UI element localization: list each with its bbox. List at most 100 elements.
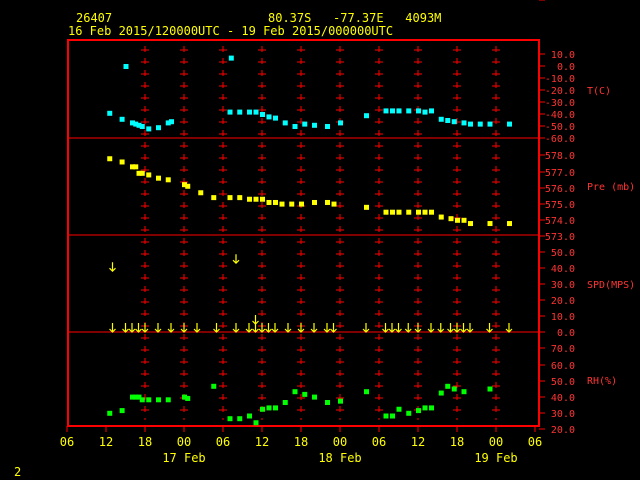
data-point	[211, 195, 217, 201]
data-point	[146, 397, 152, 403]
wind-arrow	[109, 262, 116, 273]
data-point	[273, 115, 278, 121]
data-point	[396, 406, 402, 412]
data-point	[266, 199, 272, 205]
wind-arrow	[167, 323, 175, 333]
data-point	[266, 114, 272, 120]
wind-arrow	[154, 323, 162, 333]
data-point	[302, 121, 308, 127]
data-point	[253, 196, 259, 202]
data-point	[165, 397, 171, 403]
data-point	[182, 394, 187, 400]
page-number: 2	[14, 465, 22, 479]
y-tick-label: 20.0	[551, 296, 575, 307]
data-point	[266, 405, 272, 411]
data-point	[406, 209, 412, 215]
data-point	[312, 199, 317, 205]
panel-label: SPD(MPS)	[587, 280, 635, 291]
data-point	[156, 125, 161, 131]
data-point	[247, 109, 252, 115]
data-point	[247, 196, 252, 202]
y-tick-label: 10.0	[551, 312, 575, 323]
wind-arrow	[213, 323, 220, 333]
x-tick-label: 18	[294, 435, 308, 449]
y-tick-label: 578.0	[545, 151, 575, 162]
wind-arrow	[486, 323, 493, 333]
y-tick-label: 10.0	[551, 0, 575, 3]
wind-arrow	[232, 254, 240, 265]
data-point	[390, 108, 395, 114]
data-point	[406, 108, 412, 114]
data-point	[312, 394, 317, 400]
wind-arrow	[284, 323, 292, 333]
data-point	[325, 400, 330, 405]
data-point	[487, 386, 493, 392]
data-point	[182, 182, 187, 188]
data-point	[383, 413, 389, 419]
y-tick-label: 30.0	[551, 409, 575, 420]
wind-arrow	[193, 323, 201, 333]
data-point	[130, 164, 135, 170]
y-tick-label: 576.0	[545, 184, 575, 195]
data-point	[136, 394, 142, 400]
panel-label: Pre (mb)	[587, 182, 635, 193]
wind-arrow	[414, 323, 422, 333]
wind-arrow	[265, 323, 272, 333]
station-id: 26407	[76, 11, 113, 25]
y-tick-label: 40.0	[551, 393, 575, 404]
wind-arrow	[310, 323, 318, 333]
data-point	[487, 221, 493, 227]
data-point	[211, 383, 217, 389]
data-point	[364, 113, 369, 119]
data-point	[273, 405, 278, 411]
data-point	[364, 389, 369, 395]
data-point	[156, 175, 161, 181]
data-point	[139, 124, 145, 129]
data-point	[390, 413, 395, 419]
data-point	[185, 183, 191, 189]
date-label: 17 Feb	[162, 451, 205, 465]
y-tick-label: 573.0	[545, 232, 575, 243]
data-point	[130, 394, 135, 400]
wind-arrow	[330, 323, 337, 333]
x-tick-label: 12	[99, 435, 113, 449]
wind-arrow	[245, 323, 253, 333]
data-point	[422, 209, 428, 215]
panel-label: RH(%)	[587, 376, 617, 387]
data-point	[139, 170, 145, 176]
data-point	[228, 55, 234, 61]
data-point	[282, 400, 288, 405]
data-point	[282, 120, 288, 126]
data-point	[198, 190, 204, 196]
data-point	[438, 214, 444, 220]
data-point	[237, 195, 243, 201]
date-label: 18 Feb	[318, 451, 361, 465]
wind-arrow	[460, 323, 467, 333]
data-point	[292, 389, 298, 395]
data-point	[325, 199, 330, 205]
data-point	[253, 109, 259, 115]
data-point	[468, 221, 473, 227]
data-point	[302, 391, 308, 397]
data-point	[416, 408, 421, 414]
wind-arrow	[404, 323, 412, 333]
data-point	[445, 383, 451, 389]
data-point	[383, 209, 389, 215]
y-tick-label: 50.0	[551, 248, 575, 259]
y-tick-label: -60.0	[545, 134, 575, 145]
data-point	[429, 405, 434, 411]
wind-arrow	[252, 323, 259, 333]
data-point	[107, 110, 113, 116]
data-point	[279, 201, 285, 207]
data-point	[383, 108, 389, 114]
y-tick-label: 575.0	[545, 200, 575, 211]
data-point	[146, 172, 152, 178]
data-point	[331, 201, 337, 207]
data-point	[292, 124, 298, 129]
data-point	[227, 109, 233, 115]
data-point	[325, 124, 330, 129]
data-point	[133, 121, 139, 127]
data-point	[438, 116, 444, 122]
wind-arrow	[180, 323, 188, 333]
data-point	[396, 209, 402, 215]
